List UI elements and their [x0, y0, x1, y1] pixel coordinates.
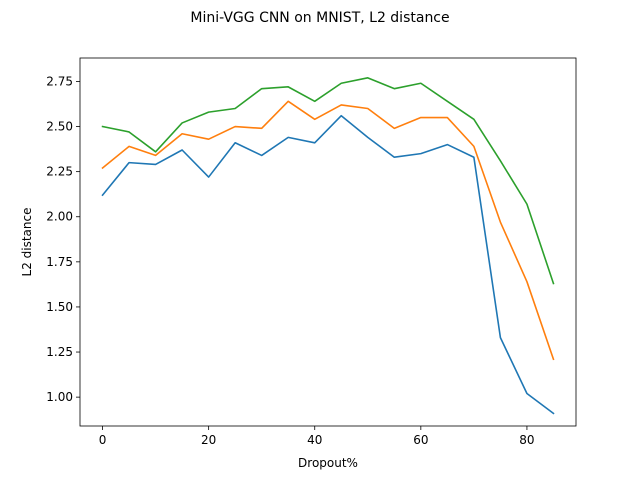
y-tick-label: 2.00 [46, 210, 73, 224]
series-layer [101, 77, 555, 415]
x-tick-label: 0 [99, 433, 107, 447]
y-axis-label: L2 distance [20, 208, 34, 277]
x-axis-label: Dropout% [298, 456, 358, 470]
x-tick-label: 80 [519, 433, 534, 447]
plot-frame [79, 57, 577, 427]
y-tick-label: 1.00 [46, 390, 73, 404]
series-line-3 [101, 77, 555, 285]
y-tick-label: 2.25 [46, 165, 73, 179]
chart-title: Mini-VGG CNN on MNIST, L2 distance [190, 10, 449, 26]
y-axis: 1.00 1.25 1.50 1.75 2.00 2.25 2.50 2.75 [46, 74, 80, 404]
y-tick-label: 2.50 [46, 120, 73, 134]
y-tick-label: 2.75 [46, 74, 73, 88]
series-line-1 [101, 114, 555, 415]
y-tick-label: 1.75 [46, 255, 73, 269]
y-tick-label: 1.25 [46, 345, 73, 359]
y-tick-label: 1.50 [46, 300, 73, 314]
series-line-2 [101, 100, 555, 361]
x-tick-label: 40 [307, 433, 322, 447]
x-tick-label: 60 [413, 433, 428, 447]
x-tick-label: 20 [201, 433, 216, 447]
x-axis: 0 20 40 60 80 [99, 426, 535, 447]
